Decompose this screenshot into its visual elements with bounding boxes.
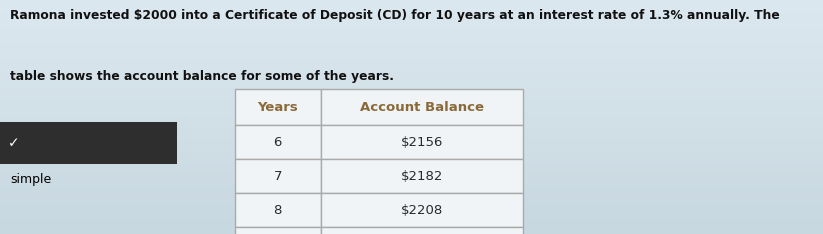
Text: $2208: $2208: [401, 204, 443, 216]
Text: Account Balance: Account Balance: [360, 101, 484, 113]
Bar: [321, 193, 523, 227]
Text: simple: simple: [10, 173, 51, 186]
Bar: [321, 159, 523, 193]
Text: 8: 8: [273, 204, 282, 216]
Text: 7: 7: [273, 170, 282, 183]
Bar: [321, 227, 523, 234]
Bar: [235, 159, 321, 193]
Text: $2182: $2182: [401, 170, 443, 183]
Bar: [235, 89, 321, 125]
Text: 6: 6: [273, 136, 282, 149]
Text: table shows the account balance for some of the years.: table shows the account balance for some…: [10, 70, 394, 83]
Text: Years: Years: [258, 101, 298, 113]
Text: $2156: $2156: [401, 136, 443, 149]
Bar: [235, 193, 321, 227]
Bar: [321, 89, 523, 125]
Bar: [235, 227, 321, 234]
Bar: [235, 125, 321, 159]
Text: Ramona invested $2000 into a Certificate of Deposit (CD) for 10 years at an inte: Ramona invested $2000 into a Certificate…: [10, 9, 779, 22]
Bar: [0, 122, 177, 164]
Bar: [321, 125, 523, 159]
Text: ✓: ✓: [8, 136, 20, 150]
